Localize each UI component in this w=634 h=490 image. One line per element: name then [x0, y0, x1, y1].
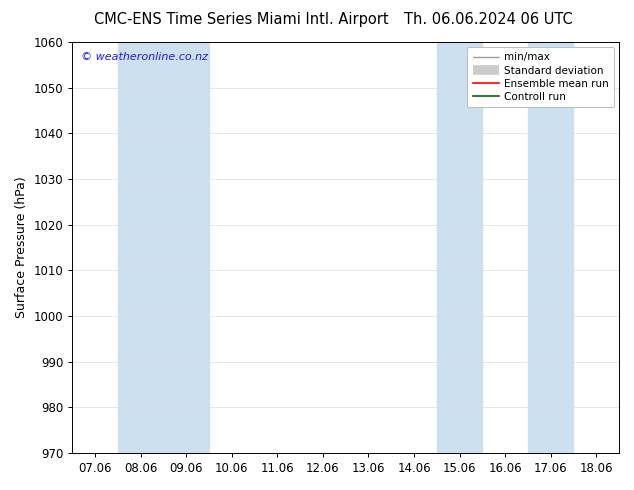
Legend: min/max, Standard deviation, Ensemble mean run, Controll run: min/max, Standard deviation, Ensemble me… — [467, 47, 614, 107]
Bar — [528, 42, 573, 453]
Bar — [437, 42, 482, 453]
Text: CMC-ENS Time Series Miami Intl. Airport: CMC-ENS Time Series Miami Intl. Airport — [94, 12, 388, 27]
Bar — [118, 42, 209, 453]
Text: Th. 06.06.2024 06 UTC: Th. 06.06.2024 06 UTC — [404, 12, 573, 27]
Text: © weatheronline.co.nz: © weatheronline.co.nz — [81, 52, 207, 62]
Y-axis label: Surface Pressure (hPa): Surface Pressure (hPa) — [15, 176, 28, 318]
